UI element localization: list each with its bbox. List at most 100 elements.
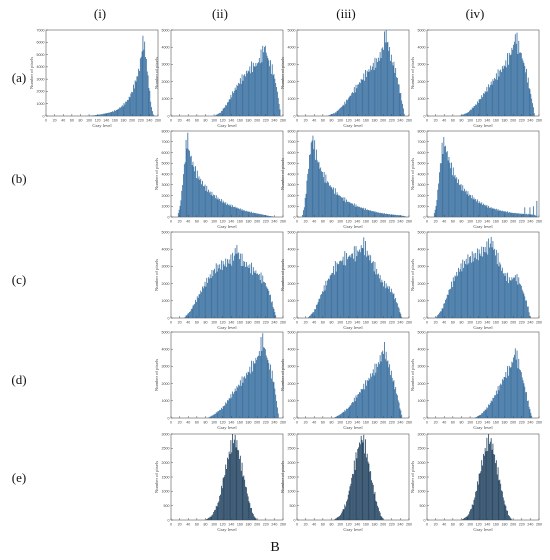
y-tick-label: 5000	[288, 330, 296, 334]
histogram-bar	[209, 191, 211, 217]
histogram-bar	[364, 80, 366, 116]
histogram-bar	[364, 209, 366, 217]
histogram-bar	[222, 478, 224, 520]
histogram-bar	[377, 212, 379, 217]
histogram-a-ii: 0 20 40 60 80 100 120 140 160 180 200 220 240 2600100…	[154, 28, 286, 128]
y-tick-label: 1500	[418, 475, 426, 479]
histogram-bar	[479, 473, 481, 520]
histogram-bar	[269, 295, 271, 318]
histogram-bar	[450, 168, 452, 217]
histogram-bar	[467, 112, 469, 116]
y-tick-label: 8000	[288, 129, 296, 133]
histogram-bar	[179, 205, 181, 217]
histogram-bar	[484, 204, 486, 217]
histogram-bar	[248, 501, 250, 520]
histogram-bar	[468, 263, 470, 318]
histogram-bar	[344, 101, 346, 116]
histogram-bar	[231, 97, 233, 116]
x-tick-label: 100	[211, 119, 217, 123]
histogram-bar	[495, 390, 497, 418]
histogram-bar	[462, 519, 464, 520]
x-tick-label: 40	[186, 421, 190, 425]
histogram-bar	[483, 411, 485, 418]
histogram-bar	[214, 509, 216, 520]
row-header-a: (a)	[11, 70, 27, 85]
histogram-bar	[255, 357, 257, 418]
histogram-bar	[489, 404, 490, 418]
histogram-bar	[491, 208, 493, 217]
histogram-bar	[256, 274, 258, 318]
histogram-bar	[269, 66, 271, 116]
histogram-bar	[305, 193, 307, 217]
histogram-bar	[503, 500, 505, 520]
histogram-bar	[509, 212, 511, 217]
histogram-bar	[354, 92, 356, 116]
histogram-bar	[473, 253, 475, 318]
histogram-bar	[346, 253, 347, 318]
histogram-bar	[522, 60, 524, 116]
histogram-bar	[332, 189, 334, 217]
x-tick-label: 140	[484, 421, 490, 425]
histogram-bar	[530, 412, 532, 418]
histogram-bar	[372, 62, 374, 116]
y-tick-label: 5000	[288, 28, 296, 32]
y-tick-label: 4000	[162, 248, 170, 252]
histogram-bar	[385, 30, 387, 116]
histogram-bar	[471, 195, 473, 217]
histogram-bar	[383, 213, 385, 217]
x-tick-label: 220	[263, 119, 269, 123]
histogram-bar	[486, 241, 488, 318]
x-tick-label: 260	[536, 220, 542, 224]
histogram-bar	[150, 101, 152, 116]
histogram-bar	[258, 213, 259, 217]
histogram-bar	[381, 516, 383, 520]
histogram-bar	[248, 372, 250, 418]
histogram-bar	[232, 252, 234, 318]
histogram-bar	[359, 392, 360, 418]
histogram-bar	[224, 107, 226, 116]
histogram-bar	[357, 206, 359, 217]
histogram-bar	[341, 260, 343, 318]
histogram-bar	[228, 99, 230, 116]
histogram-bar	[234, 248, 236, 318]
histogram-bar	[247, 70, 249, 116]
histogram-bar	[376, 58, 378, 116]
histogram-bar	[339, 515, 341, 520]
histogram-bar	[436, 199, 438, 217]
histogram-bar	[225, 258, 227, 318]
histogram-bar	[236, 386, 238, 418]
histogram-bar	[342, 104, 344, 116]
histogram-bar	[440, 311, 442, 318]
histogram-bar	[365, 457, 367, 520]
histogram-bar	[317, 302, 319, 318]
histogram-bar	[468, 112, 470, 116]
histogram-bar	[333, 266, 335, 318]
histogram-bar	[487, 254, 489, 318]
histogram-bar	[227, 459, 229, 520]
histogram-bar	[337, 264, 339, 318]
histogram-bar	[321, 172, 323, 217]
histogram-bar	[448, 289, 450, 318]
histogram-bar	[377, 212, 378, 217]
histogram-bar	[396, 215, 397, 217]
histogram-bar	[242, 266, 244, 318]
histogram-bar	[240, 210, 242, 217]
histogram-bar	[254, 517, 256, 520]
histogram-bar	[332, 272, 334, 318]
x-axis-title: Gray level	[343, 425, 363, 430]
histogram-bar	[109, 112, 111, 116]
histogram-bar	[466, 113, 468, 116]
histogram-bar	[398, 308, 400, 318]
x-tick-label: 40	[442, 321, 446, 325]
histogram-bar	[242, 476, 244, 520]
histogram-bar	[370, 210, 372, 217]
histogram-bar	[443, 137, 445, 217]
x-tick-label: 220	[263, 523, 269, 527]
histogram-bar	[230, 440, 232, 520]
histogram-bar	[461, 115, 463, 116]
histogram-bar	[142, 35, 144, 116]
histogram-bar	[393, 380, 395, 418]
histogram-bar	[394, 72, 396, 116]
histogram-bar	[313, 149, 315, 217]
x-tick-label: 80	[459, 220, 463, 224]
